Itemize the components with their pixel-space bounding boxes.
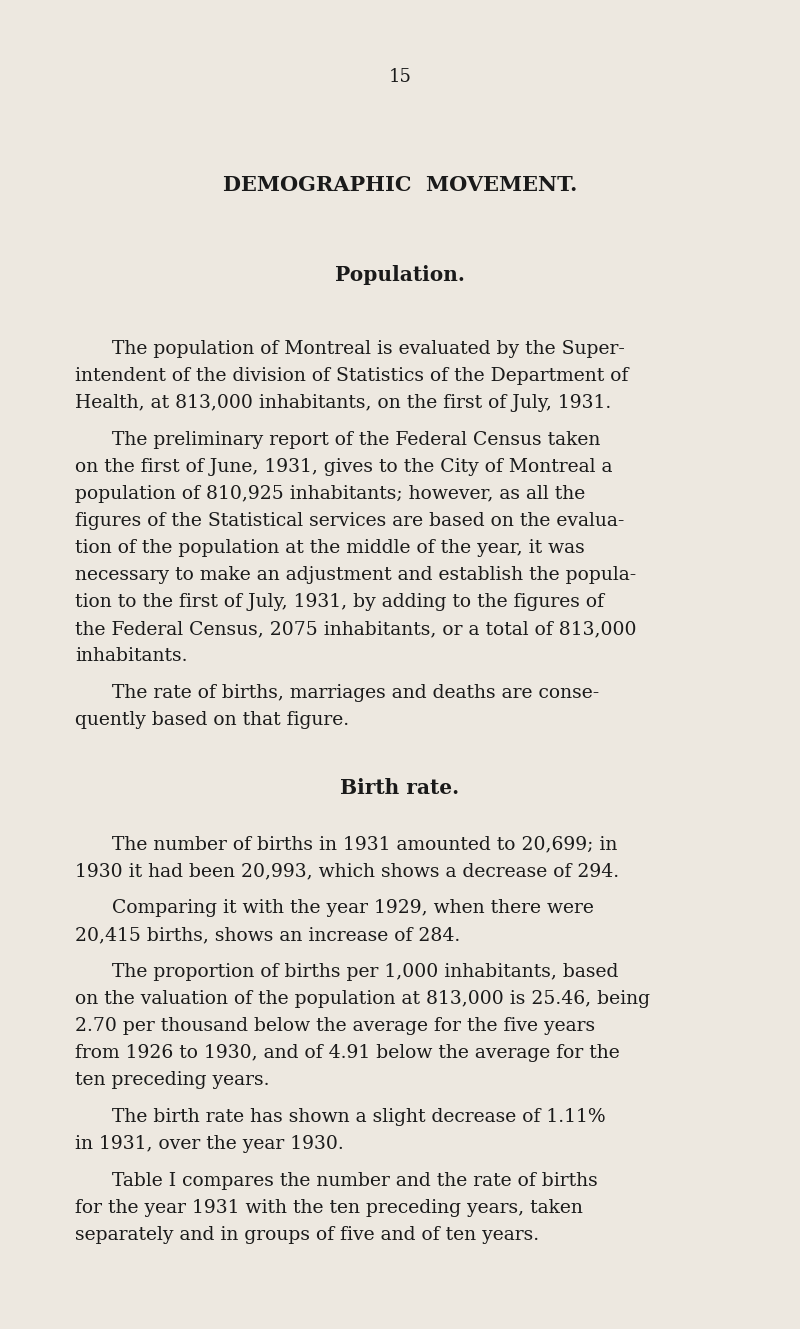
Text: separately and in groups of five and of ten years.: separately and in groups of five and of … [75,1225,539,1244]
Text: necessary to make an adjustment and establish the popula-: necessary to make an adjustment and esta… [75,566,636,583]
Text: The number of births in 1931 amounted to 20,699; in: The number of births in 1931 amounted to… [112,835,618,853]
Text: Table I compares the number and the rate of births: Table I compares the number and the rate… [112,1172,598,1189]
Text: 1930 it had been 20,993, which shows a decrease of 294.: 1930 it had been 20,993, which shows a d… [75,863,619,880]
Text: inhabitants.: inhabitants. [75,647,187,664]
Text: Population.: Population. [335,264,465,284]
Text: for the year 1931 with the ten preceding years, taken: for the year 1931 with the ten preceding… [75,1199,583,1217]
Text: The preliminary report of the Federal Census taken: The preliminary report of the Federal Ce… [112,431,600,449]
Text: tion to the first of July, 1931, by adding to the figures of: tion to the first of July, 1931, by addi… [75,593,604,611]
Text: Comparing it with the year 1929, when there were: Comparing it with the year 1929, when th… [112,898,594,917]
Text: The proportion of births per 1,000 inhabitants, based: The proportion of births per 1,000 inhab… [112,964,618,981]
Text: ten preceding years.: ten preceding years. [75,1071,270,1088]
Text: the Federal Census, 2075 inhabitants, or a total of 813,000: the Federal Census, 2075 inhabitants, or… [75,621,637,638]
Text: population of 810,925 inhabitants; however, as all the: population of 810,925 inhabitants; howev… [75,485,586,502]
Text: The rate of births, marriages and deaths are conse-: The rate of births, marriages and deaths… [112,684,599,702]
Text: intendent of the division of Statistics of the Department of: intendent of the division of Statistics … [75,367,628,385]
Text: 2.70 per thousand below the average for the five years: 2.70 per thousand below the average for … [75,1017,595,1035]
Text: in 1931, over the year 1930.: in 1931, over the year 1930. [75,1135,344,1154]
Text: on the first of June, 1931, gives to the City of Montreal a: on the first of June, 1931, gives to the… [75,459,613,476]
Text: figures of the Statistical services are based on the evalua-: figures of the Statistical services are … [75,512,624,530]
Text: Health, at 813,000 inhabitants, on the first of July, 1931.: Health, at 813,000 inhabitants, on the f… [75,393,611,412]
Text: 15: 15 [389,68,411,86]
Text: Birth rate.: Birth rate. [341,777,459,797]
Text: on the valuation of the population at 813,000 is 25.46, being: on the valuation of the population at 81… [75,990,650,1007]
Text: The birth rate has shown a slight decrease of 1.11%: The birth rate has shown a slight decrea… [112,1108,606,1126]
Text: 20,415 births, shows an increase of 284.: 20,415 births, shows an increase of 284. [75,926,460,944]
Text: quently based on that figure.: quently based on that figure. [75,711,349,730]
Text: The population of Montreal is evaluated by the Super-: The population of Montreal is evaluated … [112,340,625,358]
Text: from 1926 to 1930, and of 4.91 below the average for the: from 1926 to 1930, and of 4.91 below the… [75,1045,620,1062]
Text: tion of the population at the middle of the year, it was: tion of the population at the middle of … [75,540,585,557]
Text: DEMOGRAPHIC  MOVEMENT.: DEMOGRAPHIC MOVEMENT. [223,175,577,195]
